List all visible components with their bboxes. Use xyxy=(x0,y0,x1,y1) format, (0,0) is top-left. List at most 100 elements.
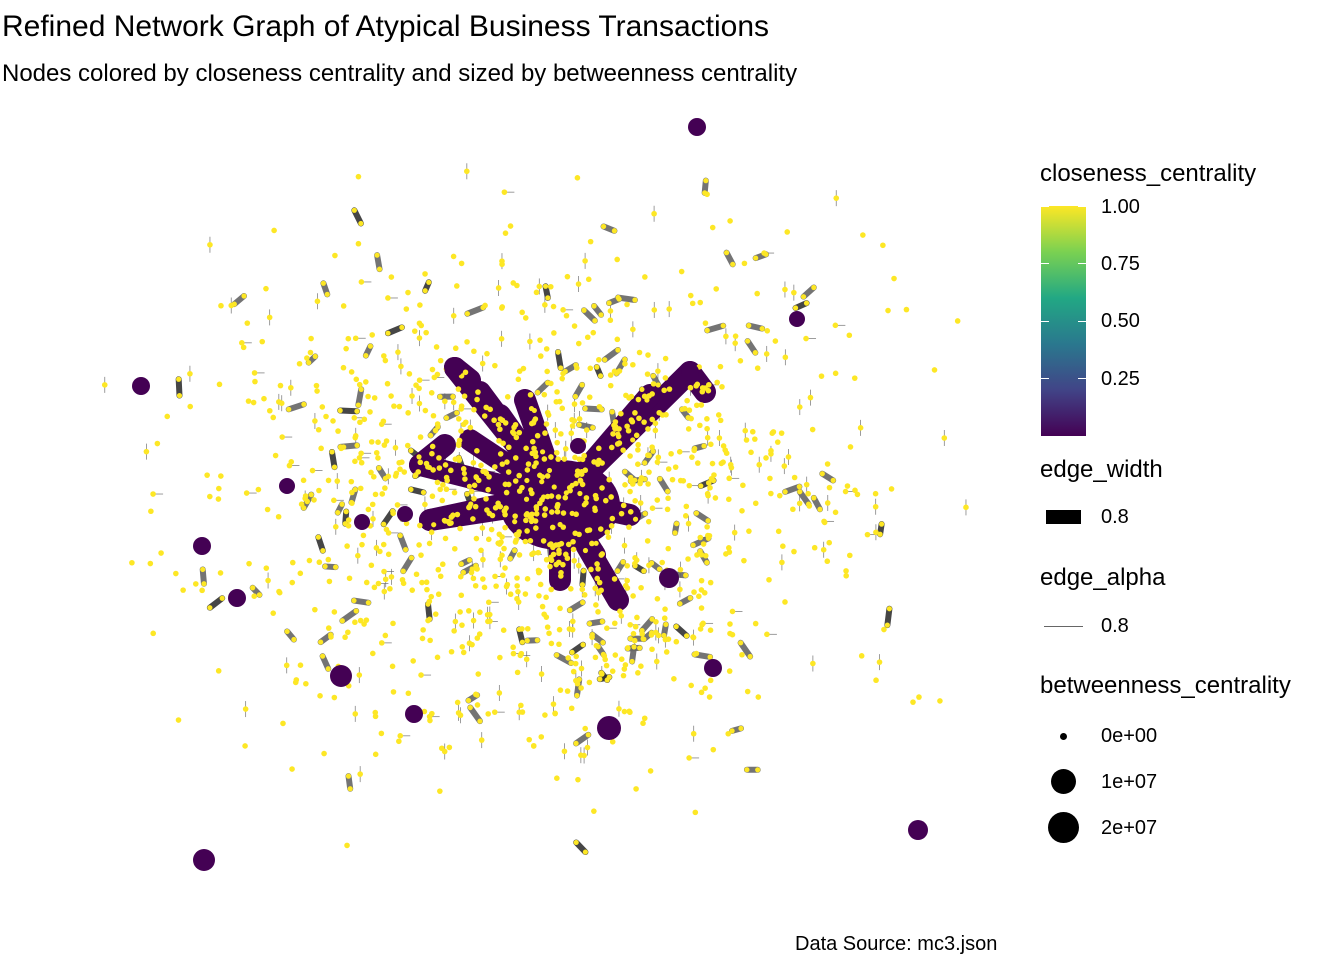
node xyxy=(458,403,465,409)
hub-node xyxy=(908,820,928,840)
node xyxy=(480,576,486,582)
node xyxy=(752,500,759,507)
node xyxy=(686,755,692,761)
node xyxy=(416,377,423,383)
node xyxy=(404,442,411,449)
node xyxy=(604,677,610,683)
node xyxy=(710,746,717,753)
node xyxy=(603,662,610,669)
node xyxy=(522,591,529,597)
node xyxy=(522,538,529,545)
node xyxy=(495,421,502,428)
node xyxy=(677,566,684,573)
node xyxy=(444,477,450,484)
node xyxy=(455,386,462,392)
node xyxy=(728,464,735,471)
node xyxy=(832,509,839,516)
node xyxy=(556,626,563,633)
node xyxy=(595,609,601,615)
colorbar-tick xyxy=(1041,378,1049,379)
node xyxy=(752,350,758,356)
node xyxy=(408,486,414,493)
node xyxy=(255,486,262,493)
node xyxy=(471,406,477,413)
node xyxy=(877,531,883,537)
node xyxy=(654,497,661,503)
node xyxy=(693,510,699,516)
node xyxy=(811,544,818,551)
node xyxy=(574,175,581,181)
node xyxy=(687,292,694,299)
node xyxy=(357,771,363,777)
node xyxy=(351,597,357,604)
node xyxy=(563,551,569,558)
node xyxy=(473,535,480,542)
node xyxy=(706,694,713,700)
node xyxy=(860,232,866,238)
node xyxy=(405,289,411,296)
edge-width-label: 0.8 xyxy=(1101,506,1129,528)
node xyxy=(575,776,581,783)
node xyxy=(514,583,520,589)
node xyxy=(553,561,560,568)
node xyxy=(743,437,750,443)
node xyxy=(554,508,561,515)
node xyxy=(538,734,545,740)
node xyxy=(422,407,429,414)
node xyxy=(437,486,443,493)
node xyxy=(602,497,609,504)
node xyxy=(207,241,213,248)
node xyxy=(542,302,548,308)
node xyxy=(495,500,501,507)
node xyxy=(492,505,499,511)
node xyxy=(388,574,395,580)
node xyxy=(725,496,732,503)
node xyxy=(297,570,304,577)
hub-node xyxy=(228,589,246,607)
node xyxy=(344,543,350,549)
node xyxy=(824,500,831,506)
node xyxy=(937,698,943,704)
node xyxy=(589,631,595,638)
node xyxy=(413,382,419,388)
node xyxy=(507,591,514,598)
node xyxy=(539,479,545,485)
node xyxy=(496,437,502,444)
node xyxy=(677,601,683,607)
network-plot xyxy=(101,118,969,871)
node xyxy=(639,631,646,637)
node xyxy=(368,469,374,476)
node xyxy=(585,732,591,738)
hub-node xyxy=(789,311,805,327)
node xyxy=(662,355,669,362)
node xyxy=(790,506,796,513)
node xyxy=(382,357,389,364)
node xyxy=(554,389,560,395)
node xyxy=(370,650,376,657)
node xyxy=(573,511,579,518)
node xyxy=(510,644,516,651)
node xyxy=(698,577,705,584)
node xyxy=(833,195,840,201)
node xyxy=(286,462,293,469)
node xyxy=(429,443,436,450)
node xyxy=(626,524,632,530)
node xyxy=(625,427,632,434)
node xyxy=(470,516,476,522)
node xyxy=(562,494,569,501)
node xyxy=(520,365,527,372)
node xyxy=(872,490,879,497)
node xyxy=(685,556,691,562)
node xyxy=(633,432,640,439)
node xyxy=(537,500,543,507)
node xyxy=(542,430,548,436)
node xyxy=(397,532,403,539)
node xyxy=(370,516,376,522)
node xyxy=(726,475,732,482)
node xyxy=(297,662,304,668)
node xyxy=(505,481,512,488)
node xyxy=(557,605,563,612)
node xyxy=(650,373,656,379)
node xyxy=(251,593,258,599)
node xyxy=(216,485,222,492)
